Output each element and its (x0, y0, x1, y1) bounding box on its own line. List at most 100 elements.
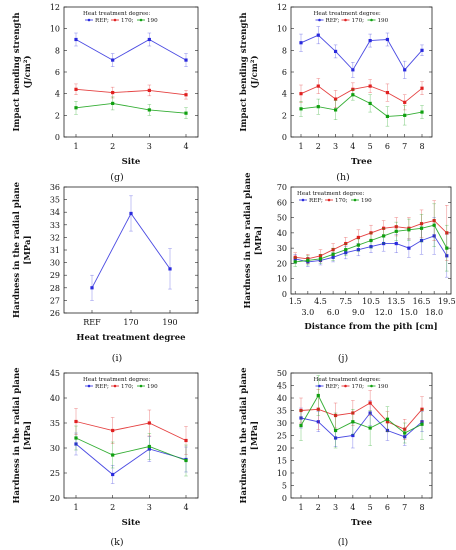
data-point (403, 68, 407, 72)
data-point (147, 88, 151, 93)
x-axis-label: Site (122, 518, 141, 528)
y-axis: 0 2 4 6 8 10 12 (277, 3, 432, 142)
data-point (420, 110, 424, 114)
chart-legend: Heat treatment degree:REF; 170; 190 (83, 377, 158, 390)
legend-label-REF: REF; (95, 18, 109, 24)
x-tick-label: 1.5 (289, 297, 302, 306)
y-axis-label: (J/cm²) (22, 55, 33, 88)
legend-label-190: 190 (147, 18, 158, 24)
panel-caption: (h) (336, 172, 350, 183)
data-point (184, 111, 188, 115)
legend-marker-REF (87, 384, 91, 388)
data-point (385, 90, 390, 95)
y-tick-label: 50 (277, 369, 287, 378)
series-line (75, 38, 187, 61)
series-170 (293, 200, 449, 264)
x-tick-label: 1 (73, 142, 78, 151)
data-point (111, 90, 115, 95)
data-point (293, 260, 297, 264)
legend-label-170: 170; (121, 384, 134, 390)
data-point (184, 438, 188, 443)
series-REF (74, 32, 188, 67)
y-tick-label: 4 (282, 90, 287, 99)
series-170 (74, 83, 188, 100)
data-point (351, 433, 355, 438)
data-point (407, 228, 411, 232)
series-190 (74, 96, 188, 119)
legend-marker-170 (327, 198, 331, 202)
y-tick-label: 50 (277, 214, 287, 223)
data-point (111, 58, 115, 62)
legend-label-170: 170; (352, 18, 365, 24)
plot-frame (290, 6, 433, 138)
series-190 (299, 375, 424, 449)
series-line (300, 412, 423, 439)
data-point (445, 246, 449, 250)
x-tick-label: 3 (333, 503, 338, 512)
data-point (351, 93, 355, 97)
chart-legend: Heat treatment degree:REF; 170; 190 (314, 377, 389, 390)
y-tick-label: 10 (277, 275, 287, 284)
x-tick-label: 15.0 (400, 308, 418, 317)
x-tick-label: 2 (110, 503, 115, 512)
x-tick-label: 5 (368, 142, 373, 151)
data-point (394, 229, 398, 233)
legend-marker-190 (139, 18, 143, 22)
data-point (299, 423, 303, 428)
series-170 (74, 408, 188, 455)
chart-k: 20 25 30 35 40 45 1 2 3 4 Site Hardness in the radi… (12, 367, 199, 548)
legend-marker-190 (370, 384, 373, 388)
data-point (318, 257, 323, 261)
legend-marker-190 (353, 198, 357, 202)
legend-label-REF: REF; (309, 198, 323, 204)
data-point (419, 226, 424, 230)
y-tick-label: 10 (277, 469, 287, 478)
x-tick-label: 10.5 (362, 297, 380, 306)
data-point (74, 87, 78, 91)
x-tick-label: 4 (350, 503, 355, 512)
data-point (74, 37, 78, 42)
y-tick-label: 8 (55, 46, 60, 55)
data-point (147, 444, 151, 449)
y-tick-label: 45 (277, 382, 287, 391)
chart-i: 26 27 28 29 30 31 32 33 34 35 36 REF 170 190 Heat trea… (12, 181, 199, 364)
x-tick-label: 3 (147, 503, 152, 512)
series-REF (74, 432, 188, 484)
y-axis-label: Impact bending strength (12, 12, 22, 131)
y-tick-label: 5 (282, 482, 287, 491)
panel-caption: (i) (112, 353, 122, 364)
data-point (356, 243, 360, 247)
data-point (184, 93, 188, 97)
y-tick-label: 0 (55, 133, 60, 142)
data-point (316, 33, 320, 37)
series-REF (299, 26, 424, 79)
y-tick-label: 30 (277, 244, 287, 253)
series-190 (74, 425, 188, 477)
data-point (385, 114, 390, 119)
y-tick-label: 2 (282, 111, 287, 120)
data-point (420, 422, 424, 426)
x-tick-label: 7.5 (339, 297, 352, 306)
legend-marker-190 (139, 384, 143, 388)
x-tick-label: 3 (333, 142, 338, 151)
series-line (300, 402, 423, 430)
data-point (331, 252, 335, 256)
x-tick-label: 7 (402, 503, 407, 512)
data-point (368, 401, 372, 405)
x-axis-label: Site (122, 157, 141, 167)
data-point (333, 108, 338, 112)
series-190 (299, 89, 424, 127)
legend-label-170: 170; (352, 384, 365, 390)
data-point (111, 101, 115, 106)
legend-marker-190 (370, 18, 373, 22)
data-point (74, 419, 78, 424)
data-point (90, 286, 94, 290)
data-point (184, 458, 188, 463)
y-tick-label: 28 (50, 284, 60, 293)
data-point (111, 472, 115, 477)
panel-caption: (g) (110, 172, 124, 183)
legend-label-170: 170; (121, 18, 134, 24)
data-point (356, 235, 360, 240)
y-axis-label: (J/cm²) (249, 55, 260, 88)
